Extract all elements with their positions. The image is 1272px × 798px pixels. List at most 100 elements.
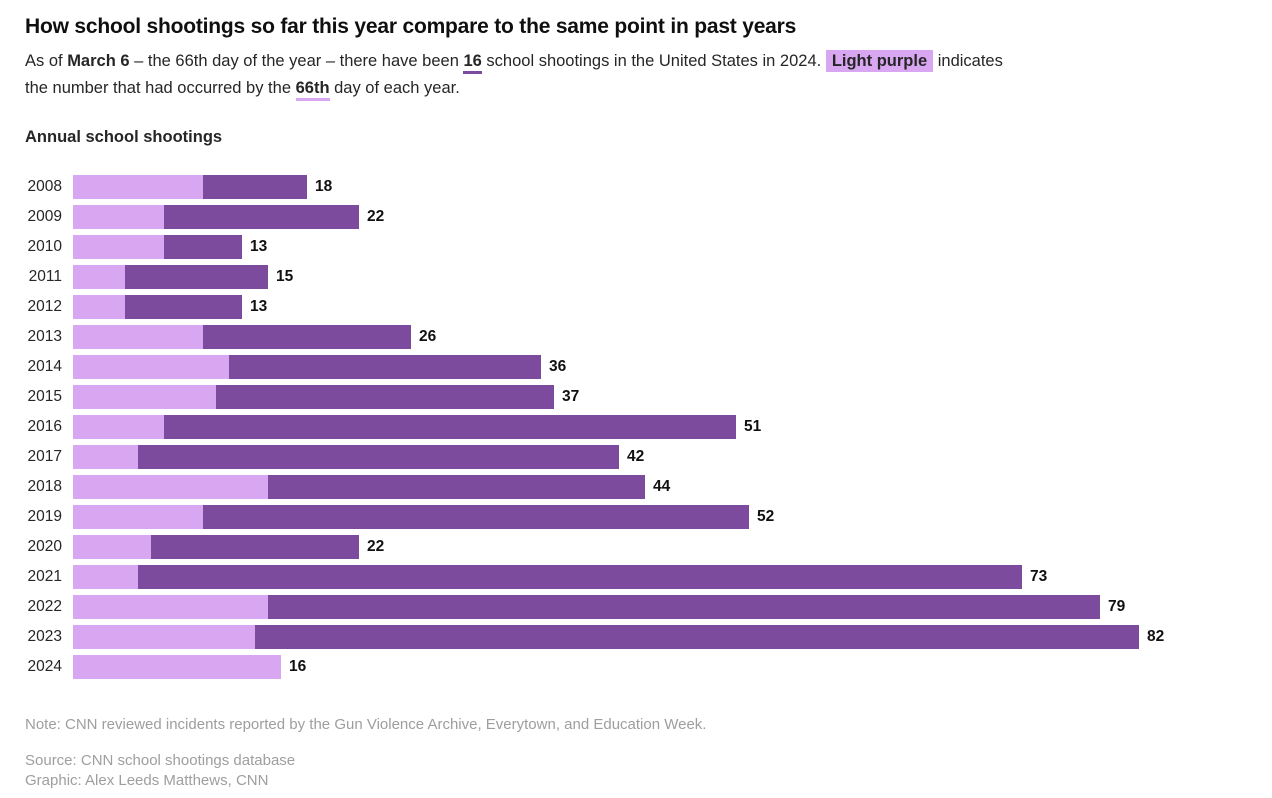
value-label: 44 <box>653 478 671 495</box>
count-2024-underlined: 16 <box>463 52 482 74</box>
bar-row-2012: 2012 13 <box>25 295 1272 319</box>
value-label: 51 <box>744 418 762 435</box>
year-label: 2011 <box>28 268 62 285</box>
value-label: 18 <box>315 178 333 195</box>
value-label: 37 <box>562 388 580 405</box>
bar-segment-rest-of-year <box>164 235 242 259</box>
bar-track <box>73 595 1100 619</box>
bar-segment-rest-of-year <box>138 565 1022 589</box>
bar-row-2017: 2017 42 <box>25 445 1272 469</box>
bar-row-2024: 2024 16 <box>25 655 1272 679</box>
bar-segment-by-66th-day <box>73 475 268 499</box>
bar-segment-by-66th-day <box>73 205 164 229</box>
subtitle-line-1: As of March 6 – the 66th day of the year… <box>25 48 1185 75</box>
bar-track <box>73 475 645 499</box>
bar-segment-by-66th-day <box>73 415 164 439</box>
day-66-underlined: 66th <box>295 79 330 101</box>
value-label: 16 <box>289 658 307 675</box>
bar-segment-rest-of-year <box>125 265 268 289</box>
source-block: Source: CNN school shootings database Gr… <box>25 751 1272 791</box>
bar-segment-by-66th-day <box>73 385 216 409</box>
year-label: 2009 <box>27 208 62 225</box>
bar-row-2009: 2009 22 <box>25 205 1272 229</box>
bar-segment-by-66th-day <box>73 505 203 529</box>
bar-segment-rest-of-year <box>268 475 645 499</box>
bar-track <box>73 325 411 349</box>
bar-row-2014: 2014 36 <box>25 355 1272 379</box>
bar-track <box>73 445 619 469</box>
subtitle: As of March 6 – the 66th day of the year… <box>25 48 1185 102</box>
bar-segment-by-66th-day <box>73 535 151 559</box>
bar-segment-rest-of-year <box>255 625 1139 649</box>
value-label: 42 <box>627 448 645 465</box>
year-label: 2016 <box>27 418 62 435</box>
year-label: 2020 <box>27 538 62 555</box>
chart-section-label: Annual school shootings <box>25 128 223 146</box>
page-title: How school shootings so far this year co… <box>25 15 797 38</box>
bar-row-2015: 2015 37 <box>25 385 1272 409</box>
bar-row-2008: 2008 18 <box>25 175 1272 199</box>
bar-track <box>73 655 281 679</box>
bar-segment-by-66th-day <box>73 235 164 259</box>
value-label: 13 <box>250 238 268 255</box>
subtitle-text: the number that had occurred by the <box>25 79 296 97</box>
bar-row-2016: 2016 51 <box>25 415 1272 439</box>
bar-segment-rest-of-year <box>229 355 541 379</box>
bar-segment-rest-of-year <box>164 415 736 439</box>
bar-chart: 2008 18 2009 22 2010 13 2011 15 2012 13 2013 26 2014… <box>25 175 1272 679</box>
bar-row-2021: 2021 73 <box>25 565 1272 589</box>
bar-segment-by-66th-day <box>73 655 281 679</box>
year-label: 2014 <box>27 358 62 375</box>
bar-segment-rest-of-year <box>203 325 411 349</box>
bar-row-2020: 2020 22 <box>25 535 1272 559</box>
bar-segment-by-66th-day <box>73 445 138 469</box>
value-label: 52 <box>757 508 775 525</box>
value-label: 36 <box>549 358 567 375</box>
bar-row-2010: 2010 13 <box>25 235 1272 259</box>
bar-track <box>73 625 1139 649</box>
bar-track <box>73 505 749 529</box>
bar-row-2018: 2018 44 <box>25 475 1272 499</box>
bar-track <box>73 205 359 229</box>
year-label: 2013 <box>27 328 62 345</box>
year-label: 2015 <box>27 388 62 405</box>
light-purple-highlight: Light purple <box>825 50 934 72</box>
value-label: 22 <box>367 538 385 555</box>
bar-segment-rest-of-year <box>125 295 242 319</box>
year-label: 2023 <box>27 628 62 645</box>
bar-row-2022: 2022 79 <box>25 595 1272 619</box>
bar-row-2019: 2019 52 <box>25 505 1272 529</box>
bar-track <box>73 415 736 439</box>
bar-segment-by-66th-day <box>73 355 229 379</box>
subtitle-text: school shootings in the United States in… <box>481 52 826 70</box>
bar-segment-rest-of-year <box>203 175 307 199</box>
year-label: 2024 <box>27 658 62 675</box>
subtitle-line-2: the number that had occurred by the 66th… <box>25 75 1185 102</box>
bar-track <box>73 385 554 409</box>
year-label: 2022 <box>27 598 62 615</box>
bar-row-2013: 2013 26 <box>25 325 1272 349</box>
bar-track <box>73 565 1022 589</box>
bar-segment-by-66th-day <box>73 265 125 289</box>
bar-segment-rest-of-year <box>138 445 619 469</box>
subtitle-text: indicates <box>933 52 1003 70</box>
bar-segment-by-66th-day <box>73 595 268 619</box>
value-label: 13 <box>250 298 268 315</box>
bar-track <box>73 265 268 289</box>
footnote: Note: CNN reviewed incidents reported by… <box>25 716 707 733</box>
bar-segment-rest-of-year <box>164 205 359 229</box>
year-label: 2021 <box>27 568 62 585</box>
bar-row-2011: 2011 15 <box>25 265 1272 289</box>
bar-track <box>73 235 242 259</box>
bar-segment-by-66th-day <box>73 565 138 589</box>
bar-track <box>73 175 307 199</box>
value-label: 22 <box>367 208 385 225</box>
bar-row-2023: 2023 82 <box>25 625 1272 649</box>
year-label: 2008 <box>27 178 62 195</box>
bar-track <box>73 535 359 559</box>
year-label: 2010 <box>27 238 62 255</box>
subtitle-text: As of <box>25 52 68 70</box>
bar-segment-by-66th-day <box>73 625 255 649</box>
year-label: 2019 <box>27 508 62 525</box>
